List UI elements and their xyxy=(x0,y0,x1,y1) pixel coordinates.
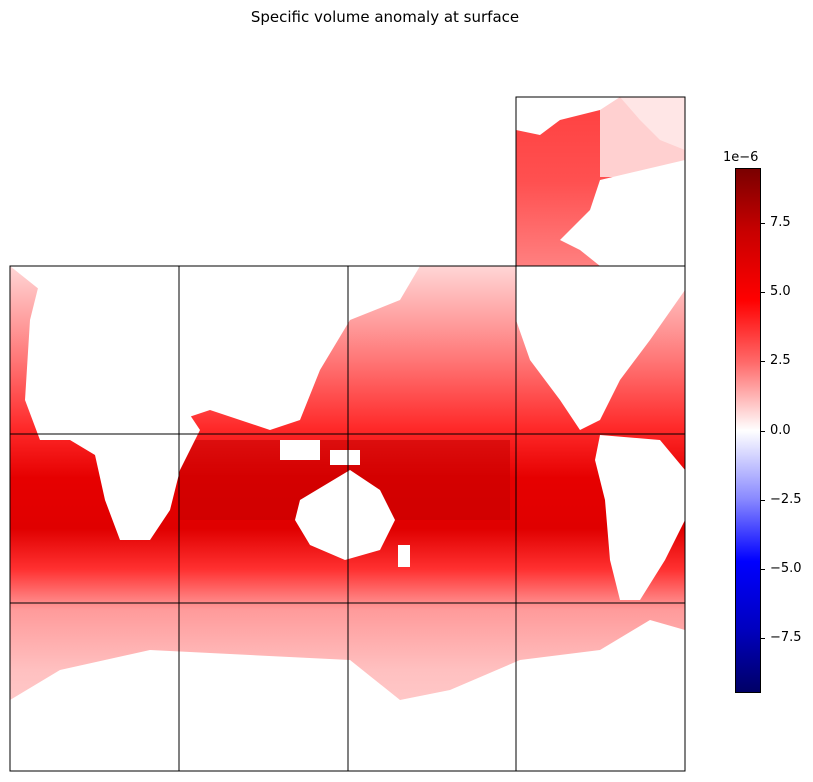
colorbar-tick-label: 2.5 xyxy=(770,353,791,369)
colorbar-tick-label: 0.0 xyxy=(770,422,791,438)
land-australia xyxy=(295,470,395,560)
land-africa xyxy=(25,280,200,540)
colorbar-tick-label: 7.5 xyxy=(770,215,791,231)
colorbar-tick-label: −7.5 xyxy=(770,629,802,645)
land-north-america-top xyxy=(516,97,620,135)
colorbar-tick-label: 5.0 xyxy=(770,284,791,300)
panel-grid xyxy=(9,96,686,772)
colorbar-tick-label: −2.5 xyxy=(770,491,802,507)
land-asia xyxy=(180,266,420,430)
land-south-america xyxy=(595,435,685,600)
colorbar-exponent: 1e−6 xyxy=(723,150,759,165)
colorbar xyxy=(735,168,761,693)
colorbar-tick-label: −5.0 xyxy=(770,560,802,576)
chart-title: Specific volume anomaly at surface xyxy=(250,8,520,26)
land-north-america xyxy=(516,266,685,430)
